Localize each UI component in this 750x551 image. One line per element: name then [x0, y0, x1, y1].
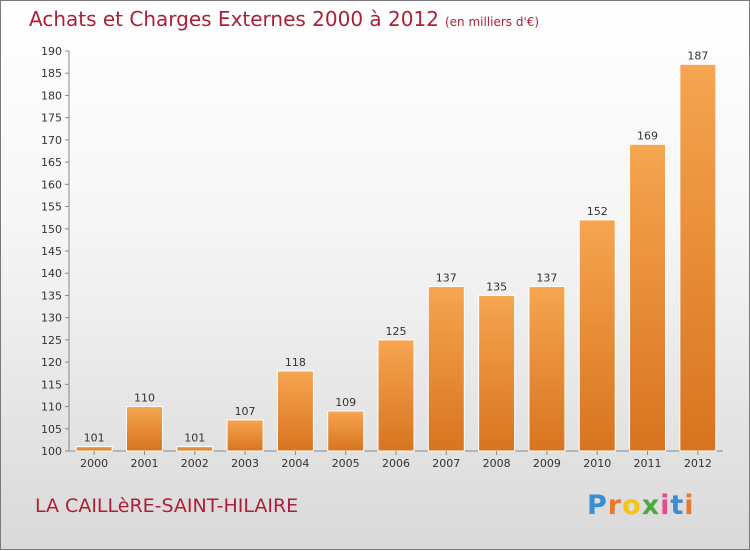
- bar-value-label: 118: [285, 356, 306, 369]
- y-tick-label: 110: [41, 401, 62, 414]
- logo-letter: i: [684, 490, 695, 521]
- bar-value-label: 125: [386, 325, 407, 338]
- y-tick-label: 120: [41, 356, 62, 369]
- y-tick-label: 160: [41, 178, 62, 191]
- y-tick-label: 185: [41, 67, 62, 80]
- x-tick-label: 2005: [332, 457, 360, 470]
- y-tick-label: 175: [41, 112, 62, 125]
- bar: [377, 339, 415, 452]
- y-tick-label: 170: [41, 134, 62, 147]
- x-tick-label: 2012: [684, 457, 712, 470]
- x-tick-label: 2010: [583, 457, 611, 470]
- bar-value-label: 152: [587, 205, 608, 218]
- bar: [176, 446, 214, 452]
- bar: [629, 143, 667, 452]
- logo-letter: o: [622, 490, 642, 521]
- y-tick-label: 145: [41, 245, 62, 258]
- x-tick-label: 2002: [181, 457, 209, 470]
- bar: [427, 286, 465, 452]
- bar: [327, 410, 365, 452]
- x-tick-label: 2006: [382, 457, 410, 470]
- bar-value-label: 187: [687, 49, 708, 62]
- y-tick-label: 180: [41, 89, 62, 102]
- y-tick-label: 190: [41, 45, 62, 58]
- bar-value-label: 110: [134, 392, 155, 405]
- x-tick-label: 2004: [281, 457, 309, 470]
- bar-value-label: 101: [84, 432, 105, 445]
- bar: [578, 219, 616, 452]
- bar-value-label: 109: [335, 396, 356, 409]
- x-tick-label: 2001: [130, 457, 158, 470]
- y-tick-label: 165: [41, 156, 62, 169]
- y-tick-label: 150: [41, 223, 62, 236]
- y-tick-label: 115: [41, 378, 62, 391]
- y-tick-label: 155: [41, 201, 62, 214]
- bar: [528, 286, 566, 452]
- proxiti-logo[interactable]: Proxiti: [587, 490, 695, 521]
- x-tick-label: 2009: [533, 457, 561, 470]
- x-tick-label: 2000: [80, 457, 108, 470]
- y-tick-label: 130: [41, 312, 62, 325]
- y-tick-label: 105: [41, 423, 62, 436]
- bar-value-label: 137: [536, 272, 557, 285]
- y-tick-label: 135: [41, 289, 62, 302]
- x-tick-label: 2011: [634, 457, 662, 470]
- logo-letter: i: [660, 490, 671, 521]
- y-tick-label: 125: [41, 334, 62, 347]
- y-tick-label: 140: [41, 267, 62, 280]
- x-tick-label: 2003: [231, 457, 259, 470]
- bar-value-label: 101: [184, 432, 205, 445]
- bar: [679, 63, 717, 452]
- x-tick-label: 2007: [432, 457, 460, 470]
- x-tick-label: 2008: [483, 457, 511, 470]
- chart-unit: (en milliers d'€): [444, 15, 540, 29]
- bar-value-label: 169: [637, 129, 658, 142]
- bar: [75, 446, 113, 452]
- title-row: Achats et Charges Externes 2000 à 2012 (e…: [29, 7, 539, 31]
- bar-value-label: 135: [486, 280, 507, 293]
- y-tick-label: 100: [41, 445, 62, 458]
- bar: [276, 370, 314, 452]
- bar: [478, 294, 516, 452]
- logo-letter: P: [587, 490, 608, 521]
- logo-letter: t: [670, 490, 685, 521]
- bar: [125, 406, 163, 452]
- bar: [226, 419, 264, 452]
- logo-letter: r: [607, 490, 623, 521]
- commune-name: LA CAILLèRE-SAINT-HILAIRE: [35, 495, 299, 517]
- bar-value-label: 107: [235, 405, 256, 418]
- chart-title: Achats et Charges Externes 2000 à 2012: [29, 7, 439, 31]
- bar-value-label: 137: [436, 272, 457, 285]
- logo-letter: x: [641, 490, 661, 521]
